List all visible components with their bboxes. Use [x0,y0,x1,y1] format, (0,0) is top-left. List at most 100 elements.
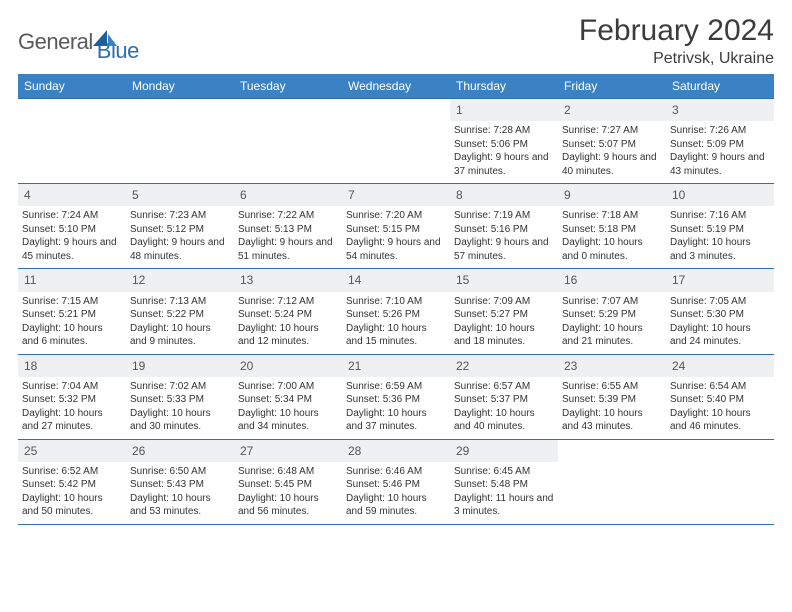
daylight-line: Daylight: 10 hours and 27 minutes. [22,407,122,434]
weekday-header: Friday [558,74,666,99]
sunset-line: Sunset: 5:21 PM [22,308,122,322]
sunset-line: Sunset: 5:30 PM [670,308,770,322]
day-number-cell [234,99,342,122]
daylight-line: Daylight: 9 hours and 48 minutes. [130,236,230,263]
daylight-line: Daylight: 10 hours and 15 minutes. [346,322,446,349]
weekday-header-row: SundayMondayTuesdayWednesdayThursdayFrid… [18,74,774,99]
day-number-cell: 7 [342,184,450,207]
daylight-line: Daylight: 10 hours and 43 minutes. [562,407,662,434]
day-number-cell [558,439,666,462]
sunset-line: Sunset: 5:09 PM [670,138,770,152]
daylight-line: Daylight: 9 hours and 54 minutes. [346,236,446,263]
day-detail-cell: Sunrise: 7:16 AMSunset: 5:19 PMDaylight:… [666,206,774,269]
sunrise-line: Sunrise: 7:24 AM [22,209,122,223]
day-detail-cell: Sunrise: 7:15 AMSunset: 5:21 PMDaylight:… [18,292,126,355]
daylight-line: Daylight: 10 hours and 40 minutes. [454,407,554,434]
day-number-cell [18,99,126,122]
day-detail-cell: Sunrise: 6:57 AMSunset: 5:37 PMDaylight:… [450,377,558,440]
day-detail-cell: Sunrise: 7:05 AMSunset: 5:30 PMDaylight:… [666,292,774,355]
header: General Blue February 2024 Petrivsk, Ukr… [18,14,774,68]
detail-row: Sunrise: 6:52 AMSunset: 5:42 PMDaylight:… [18,462,774,525]
sunset-line: Sunset: 5:27 PM [454,308,554,322]
day-detail-cell: Sunrise: 7:26 AMSunset: 5:09 PMDaylight:… [666,121,774,184]
sunrise-line: Sunrise: 7:04 AM [22,380,122,394]
daylight-line: Daylight: 9 hours and 57 minutes. [454,236,554,263]
daylight-line: Daylight: 10 hours and 30 minutes. [130,407,230,434]
daylight-line: Daylight: 10 hours and 56 minutes. [238,492,338,519]
day-detail-cell: Sunrise: 6:55 AMSunset: 5:39 PMDaylight:… [558,377,666,440]
day-number-cell: 21 [342,354,450,377]
day-detail-cell: Sunrise: 7:13 AMSunset: 5:22 PMDaylight:… [126,292,234,355]
weekday-header: Tuesday [234,74,342,99]
day-detail-cell: Sunrise: 6:54 AMSunset: 5:40 PMDaylight:… [666,377,774,440]
sunrise-line: Sunrise: 7:07 AM [562,295,662,309]
day-number-cell: 17 [666,269,774,292]
day-detail-cell: Sunrise: 6:48 AMSunset: 5:45 PMDaylight:… [234,462,342,525]
sunset-line: Sunset: 5:18 PM [562,223,662,237]
day-number-cell [126,99,234,122]
day-number-cell: 28 [342,439,450,462]
day-number-cell [342,99,450,122]
sunrise-line: Sunrise: 7:27 AM [562,124,662,138]
weekday-header: Thursday [450,74,558,99]
sunset-line: Sunset: 5:45 PM [238,478,338,492]
daylight-line: Daylight: 10 hours and 24 minutes. [670,322,770,349]
brand-word1: General [18,29,93,55]
sunset-line: Sunset: 5:24 PM [238,308,338,322]
day-detail-cell [558,462,666,525]
day-number-cell: 18 [18,354,126,377]
day-number-cell: 22 [450,354,558,377]
sunrise-line: Sunrise: 6:54 AM [670,380,770,394]
daynum-row: 11121314151617 [18,269,774,292]
daylight-line: Daylight: 10 hours and 0 minutes. [562,236,662,263]
daylight-line: Daylight: 10 hours and 6 minutes. [22,322,122,349]
sunset-line: Sunset: 5:40 PM [670,393,770,407]
day-number-cell: 27 [234,439,342,462]
sunrise-line: Sunrise: 7:28 AM [454,124,554,138]
day-number-cell: 2 [558,99,666,122]
day-number-cell: 20 [234,354,342,377]
day-detail-cell: Sunrise: 7:24 AMSunset: 5:10 PMDaylight:… [18,206,126,269]
sunset-line: Sunset: 5:10 PM [22,223,122,237]
day-detail-cell: Sunrise: 7:19 AMSunset: 5:16 PMDaylight:… [450,206,558,269]
bottom-divider [18,524,774,525]
daylight-line: Daylight: 9 hours and 40 minutes. [562,151,662,178]
month-title: February 2024 [579,14,774,48]
day-detail-cell: Sunrise: 7:07 AMSunset: 5:29 PMDaylight:… [558,292,666,355]
day-detail-cell [234,121,342,184]
brand-logo: General Blue [18,14,139,64]
day-detail-cell: Sunrise: 7:23 AMSunset: 5:12 PMDaylight:… [126,206,234,269]
day-number-cell: 6 [234,184,342,207]
sunset-line: Sunset: 5:37 PM [454,393,554,407]
daylight-line: Daylight: 10 hours and 53 minutes. [130,492,230,519]
daynum-row: 45678910 [18,184,774,207]
daylight-line: Daylight: 9 hours and 37 minutes. [454,151,554,178]
day-number-cell: 14 [342,269,450,292]
sunset-line: Sunset: 5:16 PM [454,223,554,237]
daylight-line: Daylight: 10 hours and 46 minutes. [670,407,770,434]
sunrise-line: Sunrise: 7:16 AM [670,209,770,223]
brand-sail-icon [93,30,119,48]
day-detail-cell: Sunrise: 6:45 AMSunset: 5:48 PMDaylight:… [450,462,558,525]
day-detail-cell: Sunrise: 7:00 AMSunset: 5:34 PMDaylight:… [234,377,342,440]
day-detail-cell: Sunrise: 7:27 AMSunset: 5:07 PMDaylight:… [558,121,666,184]
day-detail-cell: Sunrise: 7:18 AMSunset: 5:18 PMDaylight:… [558,206,666,269]
day-number-cell: 13 [234,269,342,292]
sunset-line: Sunset: 5:07 PM [562,138,662,152]
detail-row: Sunrise: 7:15 AMSunset: 5:21 PMDaylight:… [18,292,774,355]
day-detail-cell: Sunrise: 6:52 AMSunset: 5:42 PMDaylight:… [18,462,126,525]
day-number-cell: 12 [126,269,234,292]
sunrise-line: Sunrise: 6:57 AM [454,380,554,394]
daylight-line: Daylight: 9 hours and 51 minutes. [238,236,338,263]
sunset-line: Sunset: 5:13 PM [238,223,338,237]
sunset-line: Sunset: 5:29 PM [562,308,662,322]
sunrise-line: Sunrise: 7:22 AM [238,209,338,223]
sunset-line: Sunset: 5:39 PM [562,393,662,407]
day-detail-cell: Sunrise: 7:10 AMSunset: 5:26 PMDaylight:… [342,292,450,355]
daylight-line: Daylight: 10 hours and 59 minutes. [346,492,446,519]
sunrise-line: Sunrise: 7:23 AM [130,209,230,223]
day-number-cell: 15 [450,269,558,292]
day-detail-cell: Sunrise: 7:04 AMSunset: 5:32 PMDaylight:… [18,377,126,440]
detail-row: Sunrise: 7:24 AMSunset: 5:10 PM Daylight:… [18,206,774,269]
day-number-cell: 23 [558,354,666,377]
